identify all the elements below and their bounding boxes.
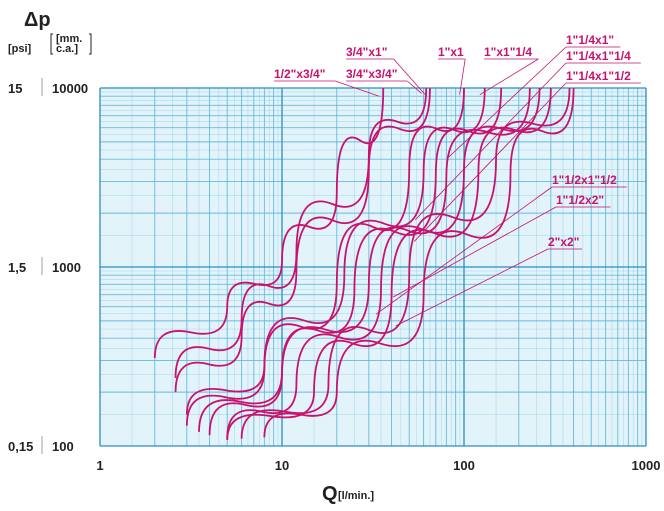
- series-label: 1"1/2x2": [556, 193, 604, 207]
- label-leader: [413, 82, 567, 242]
- series-label: 1"1/4x1"1/4: [566, 49, 631, 63]
- label-leader: [375, 186, 553, 315]
- series-label: 1"1/4x1": [566, 33, 614, 47]
- y-tick-label-psi: 1,5: [8, 260, 26, 275]
- x-tick-label: 100: [453, 458, 475, 473]
- y-tick-label-mm: 1000: [52, 260, 81, 275]
- label-leader: [459, 58, 466, 95]
- curve-line: [240, 87, 571, 439]
- curve-line: [226, 87, 552, 441]
- y-tick-label-psi: 0,15: [8, 439, 33, 454]
- curve-line: [263, 87, 575, 438]
- curve-line: [174, 87, 431, 393]
- series-label: 1"1/2x1"1/2: [552, 173, 617, 187]
- label-leader: [335, 80, 380, 97]
- label-leader: [406, 80, 422, 94]
- curve-line: [174, 87, 428, 378]
- major-grid: [99, 87, 647, 447]
- label-leader: [392, 206, 557, 298]
- series-label: 3/4"x1": [346, 45, 387, 59]
- y-axis-unit-mm: [mm. c.a.]: [56, 33, 82, 55]
- x-tick-label: 10: [275, 458, 289, 473]
- curve-line: [185, 87, 465, 426]
- series-label: 1"x1"1/4: [484, 45, 532, 59]
- y-axis-unit-mm-line: c.a.]: [56, 43, 78, 55]
- y-axis-unit-psi: [psi]: [8, 43, 32, 55]
- x-axis-title: Q: [322, 483, 338, 505]
- label-leader: [479, 58, 539, 96]
- curve-line: [198, 87, 503, 432]
- label-leader: [393, 58, 426, 95]
- y-tick-label-mm: 10000: [52, 81, 88, 96]
- curves: [153, 87, 575, 441]
- series-label: 2"x2": [548, 235, 579, 249]
- y-axis-unit-mm-line: [mm.: [56, 33, 82, 45]
- series-label: 1/2"x3/4": [274, 67, 325, 81]
- label-leader: [415, 62, 567, 220]
- unit-bracket-left: [50, 33, 53, 55]
- label-leader-lines: [274, 46, 641, 327]
- curve-line: [185, 87, 486, 415]
- x-axis-unit: [l/min.]: [338, 490, 374, 502]
- curve-line: [153, 87, 385, 359]
- x-tick-label: 1000: [632, 458, 661, 473]
- label-leader: [395, 248, 549, 327]
- series-label: 1"x1: [438, 45, 464, 59]
- y-tick-label-mm: 100: [52, 439, 74, 454]
- series-label: 1"1/4x1"1/2: [566, 69, 631, 83]
- series-label: 3/4"x3/4": [346, 67, 397, 81]
- series-labels: 1/2"x3/4" 3/4"x3/4" 3/4"x1" 1"x1 1"x1"1/4 1"1…: [274, 33, 631, 249]
- y-tick-label-psi: 15: [8, 81, 22, 96]
- x-tick-label: 1: [96, 458, 103, 473]
- label-leader: [448, 46, 567, 158]
- axis-tick-labels: 1 10 100 1000 100 1000 10000 0,15 1,5 15: [8, 78, 660, 473]
- unit-bracket-right: [89, 33, 92, 55]
- curve-line: [208, 87, 531, 436]
- y-axis-title: Δp: [24, 9, 51, 31]
